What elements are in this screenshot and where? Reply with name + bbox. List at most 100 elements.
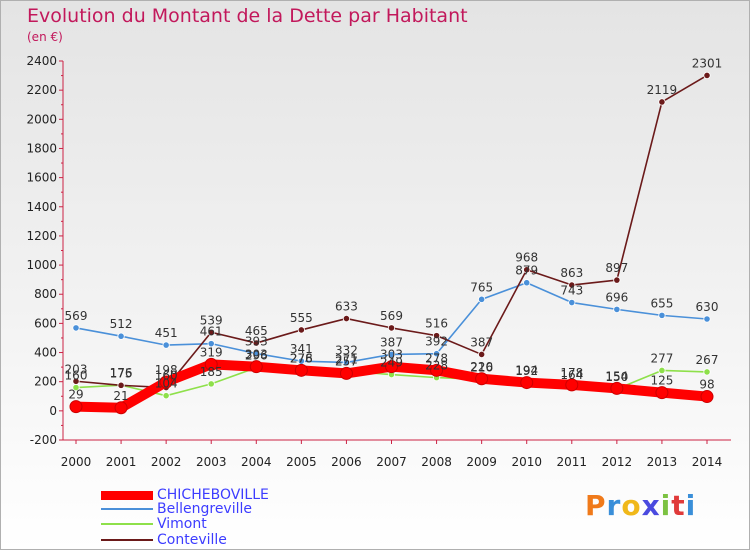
data-label: 968: [515, 251, 538, 265]
data-point: [432, 350, 441, 358]
data-point: [478, 350, 486, 359]
legend-item-conteville: Conteville: [101, 532, 227, 548]
data-label: 160: [65, 369, 88, 383]
y-tick-label: 1800: [26, 141, 57, 155]
data-label: 569: [65, 309, 88, 323]
data-point: [703, 368, 711, 376]
y-tick-label: 200: [34, 375, 57, 389]
legend-item-vimont: Vimont: [101, 516, 207, 532]
data-label: 175: [110, 366, 133, 380]
data-point: [162, 392, 170, 400]
data-label: 863: [560, 266, 583, 280]
x-tick-label: 2003: [196, 455, 227, 469]
data-label: 278: [290, 351, 313, 365]
data-label: 277: [650, 351, 673, 365]
data-label: 192: [515, 364, 538, 378]
legend-swatch: [101, 508, 153, 510]
x-tick-label: 2011: [557, 455, 588, 469]
data-point: [523, 266, 531, 274]
x-tick-label: 2000: [61, 455, 92, 469]
data-point: [432, 332, 441, 340]
data-point: [294, 363, 308, 377]
legend-label: Conteville: [157, 532, 227, 548]
data-point: [520, 376, 534, 390]
data-point: [342, 358, 351, 367]
data-label: 228: [425, 359, 448, 373]
data-point: [478, 295, 486, 303]
data-point: [252, 339, 260, 347]
data-label: 257: [335, 354, 358, 368]
data-label: 387: [470, 335, 493, 349]
data-label: 104: [155, 377, 178, 391]
x-axis: 2000 2001 2002 2003 2004 2005 2006 2007 2008 2009…: [61, 439, 731, 469]
data-point: [613, 276, 621, 284]
data-point: [523, 279, 531, 287]
y-tick-label: 1600: [26, 171, 57, 185]
y-tick-label: 800: [34, 287, 57, 301]
data-label: 220: [470, 360, 493, 374]
y-tick-label: -200: [30, 433, 57, 447]
data-point: [114, 401, 128, 415]
data-label: 451: [155, 326, 178, 340]
data-label: 185: [200, 365, 223, 379]
data-label: 332: [335, 343, 358, 357]
data-label: 198: [155, 363, 178, 377]
x-tick-label: 2013: [647, 455, 678, 469]
data-label: 897: [605, 261, 628, 275]
data-point: [69, 400, 83, 414]
data-label: 2301: [692, 56, 723, 70]
data-label: 194: [515, 364, 538, 378]
x-tick-label: 2006: [331, 455, 362, 469]
x-tick-label: 2001: [106, 455, 137, 469]
data-point: [207, 328, 215, 336]
series-lines: [69, 71, 714, 415]
data-point: [72, 377, 80, 385]
legend-swatch: [101, 523, 153, 525]
data-label: 387: [380, 335, 403, 349]
x-tick-label: 2005: [286, 455, 317, 469]
chart-title: Evolution du Montant de la Dette par Hab…: [27, 5, 468, 27]
data-point: [565, 378, 579, 392]
data-point: [387, 324, 396, 332]
data-label: 539: [200, 313, 223, 327]
data-label: 303: [380, 348, 403, 362]
y-tick-label: 0: [49, 404, 57, 418]
data-point: [117, 332, 125, 340]
y-tick-label: 1200: [26, 229, 57, 243]
y-tick-label: 400: [34, 346, 57, 360]
data-point: [342, 314, 351, 323]
data-point: [387, 350, 396, 359]
data-point: [297, 326, 305, 334]
data-point: [385, 360, 398, 374]
data-label: 29: [68, 388, 83, 402]
data-point: [568, 281, 576, 289]
data-label: 2119: [647, 83, 678, 97]
data-point: [658, 98, 666, 106]
y-tick-label: 600: [34, 316, 57, 330]
data-label: 655: [650, 296, 673, 310]
x-tick-label: 2008: [421, 455, 452, 469]
data-point: [207, 380, 215, 388]
data-label: 630: [696, 300, 719, 314]
data-point: [568, 298, 576, 307]
data-label: 341: [290, 342, 313, 356]
x-tick-label: 2007: [376, 455, 407, 469]
x-tick-label: 2009: [466, 455, 497, 469]
legend-label: CHICHEBOVILLE: [157, 487, 269, 503]
data-label: 696: [605, 290, 628, 304]
data-label: 303: [245, 348, 268, 362]
proxiti-logo: Proxiti: [585, 489, 697, 522]
data-label: 555: [290, 311, 313, 325]
data-label: 160: [155, 369, 178, 383]
data-label: 176: [110, 366, 133, 380]
data-point: [475, 372, 489, 386]
data-point: [658, 311, 666, 319]
y-tick-label: 2200: [26, 83, 57, 97]
data-label: 271: [335, 352, 358, 366]
data-point: [207, 340, 215, 348]
data-label: 21: [113, 389, 128, 403]
data-label: 125: [650, 374, 673, 388]
data-point: [339, 366, 353, 380]
legend-label: Vimont: [157, 516, 207, 532]
legend-item-chicheboville: CHICHEBOVILLE: [101, 487, 269, 503]
